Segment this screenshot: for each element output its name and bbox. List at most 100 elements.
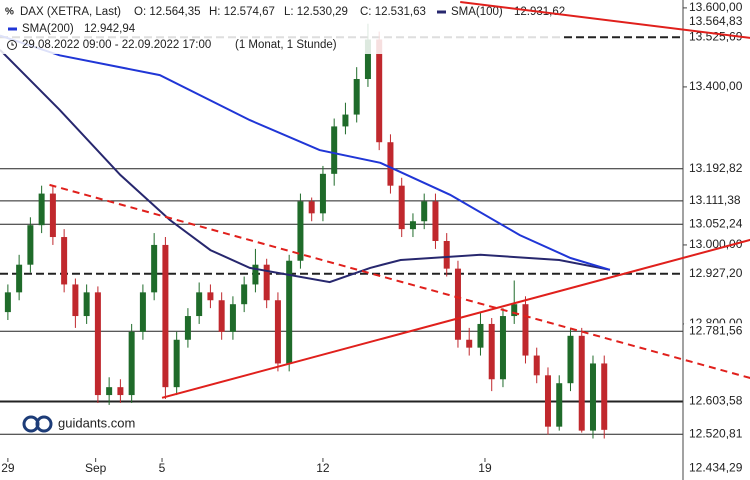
legend-label: SMA(200) [22,23,74,35]
candle-body [522,304,529,356]
candle-body [117,387,124,396]
level-label: 12.603,58 [689,394,743,408]
level-label-bg [684,160,750,177]
candle-body [27,225,34,265]
candle-body [184,316,191,340]
candle-body [364,39,371,80]
clock-hands [11,42,14,46]
candle-body [488,323,495,380]
candle-body [4,292,11,313]
level-label: 13.052,24 [689,216,743,230]
candle-body [421,201,428,222]
candle-body [511,304,518,317]
clock-icon [7,40,17,50]
candle-body [173,339,180,388]
candle-body [38,193,45,226]
level-label-bg [684,216,750,233]
data-layer [0,23,611,439]
level-label-bg [684,265,750,282]
candle-body [387,142,394,186]
candle-body [94,292,101,396]
candle-body [331,126,338,174]
candle-body [207,292,214,301]
candle-body [353,79,360,115]
y-tick-label: 13.000,00 [689,237,743,251]
candle-body [72,284,79,317]
level-label: 12.927,20 [689,266,743,280]
candle-body [454,268,461,340]
level-label: 12.781,56 [689,323,743,337]
trend-line [161,238,750,399]
level-label: 13.192,82 [689,161,743,175]
level-label: 12.520,81 [689,426,743,440]
candle-body [196,292,203,317]
candle-body [218,300,225,332]
high-value: H: 12.574,67 [209,6,275,18]
candle-body [229,304,236,332]
trend-line [460,0,750,39]
level-label-bg [684,192,750,209]
open-value: O: 12.564,35 [134,6,201,18]
y-tick-label: 13.600,00 [689,0,743,14]
candle-body [297,201,304,261]
x-tick-label: Sep [85,461,107,475]
y-tick-label: 13.400,00 [689,79,743,93]
candle-body [432,201,439,241]
candle-body [578,335,585,431]
candle-body [499,316,506,380]
candle-body [16,264,23,293]
period: 29.08.2022 09:00 - 22.09.2022 17:00 [22,39,211,51]
candle-body [274,300,281,364]
candle-body [49,193,56,238]
candle-body [567,335,574,384]
level-label: 13.111,38 [689,193,741,207]
candle-body [139,292,146,332]
candle-body [308,201,315,214]
candle-body [544,375,551,427]
candle-body [376,39,383,143]
candle-body [151,244,158,293]
level-label: 13.564,83 [689,14,743,28]
low-value: L: 12.530,29 [284,6,348,18]
candle-body [319,173,326,214]
instrument-name: DAX (XETRA, Last) [20,6,121,18]
candle-body [398,185,405,230]
level-label-bg [684,426,750,443]
watermark-text: guidants.com [58,415,135,430]
logo-ring [35,415,53,433]
watermark: guidants.com [22,415,135,433]
candle-body [466,339,473,348]
candle-body [286,260,293,364]
candle-body [106,387,113,396]
sma-line [0,34,611,271]
candle-body [342,114,349,127]
level-label-bg [684,29,750,46]
legend-header: % DAX (XETRA, Last) O: 12.564,35 H: 12.5… [0,0,565,54]
level-label-bg [684,393,750,410]
candle-body [409,221,416,230]
candle-body [263,264,270,301]
instrument-icon: % [5,7,14,18]
candle-body [477,323,484,348]
candle-body [556,383,563,427]
legend-label: SMA(100) [451,6,503,18]
level-label-bg [684,323,750,340]
legend-value: 12.942,94 [84,23,136,35]
candle-body [83,292,90,317]
level-label-bg [684,13,750,30]
x-tick-label: 5 [159,461,166,475]
x-tick-label: 19 [478,461,492,475]
candle-body [533,355,540,376]
level-label-bg [684,460,750,477]
candle-body [162,244,169,388]
x-tick-label: 29 [1,461,15,475]
sma-line [0,49,611,284]
candle-body [128,331,135,396]
level-label: 12.434,29 [689,461,743,475]
candle-body [443,240,450,269]
candle-body [252,264,259,285]
candle-body [589,363,596,431]
x-tick-label: 12 [316,461,330,475]
